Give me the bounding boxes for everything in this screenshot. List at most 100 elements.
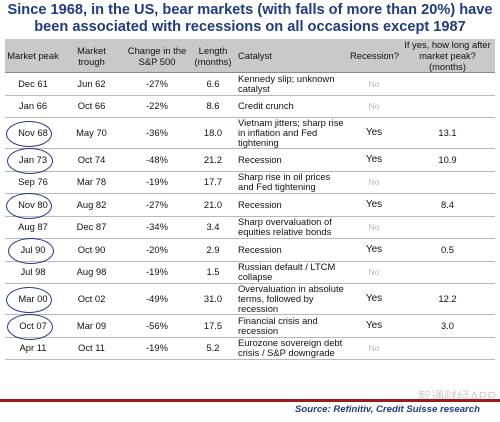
cell-change: -56% [122, 314, 192, 338]
table-row: Jan 66 Oct 66 -22% 8.6 Credit crunch No [5, 95, 495, 118]
cell-market-peak: Jul 98 [5, 261, 61, 284]
cell-change: -48% [122, 148, 192, 172]
header-market-peak: Market peak [5, 39, 61, 73]
header-row: Market peak Market trough Change in the … [5, 39, 495, 73]
cell-change: -27% [122, 193, 192, 217]
cell-length: 21.0 [192, 193, 234, 217]
cell-months-after: 3.0 [400, 314, 495, 338]
circled-market-peak: Jul 90 [8, 237, 55, 264]
cell-months-after [400, 216, 495, 239]
header-recession: Recession? [348, 39, 400, 73]
cell-months-after: 10.9 [400, 148, 495, 172]
cell-market-peak: Apr 11 [5, 337, 61, 360]
cell-market-trough: Oct 02 [61, 283, 122, 315]
cell-market-trough: Mar 78 [61, 171, 122, 194]
circled-market-peak: Jan 73 [6, 147, 54, 174]
table-row: Jul 98 Aug 98 -19% 1.5 Russian default / LTC… [5, 261, 495, 284]
cell-length: 2.9 [192, 238, 234, 262]
cell-change: -19% [122, 261, 192, 284]
cell-market-peak: Jul 90 [5, 237, 61, 264]
cell-months-after: 13.1 [400, 117, 495, 149]
cell-change: -49% [122, 283, 192, 315]
cell-catalyst: Recession [234, 193, 348, 217]
cell-change: -36% [122, 117, 192, 149]
table-row: Mar 00 Oct 02 -49% 31.0 Overvaluation in abs… [5, 283, 495, 315]
cell-length: 6.6 [192, 72, 234, 96]
cell-months-after [400, 337, 495, 360]
cell-catalyst: Recession [234, 238, 348, 262]
header-change: Change in the S&P 500 [122, 39, 192, 73]
cell-market-peak: Aug 87 [5, 216, 61, 239]
cell-market-trough: Oct 11 [61, 337, 122, 360]
cell-change: -22% [122, 95, 192, 118]
table-row: Nov 80 Aug 82 -27% 21.0 Recession Yes 8.4 [5, 192, 495, 219]
cell-recession: Yes [348, 193, 400, 217]
cell-length: 5.2 [192, 337, 234, 360]
cell-change: -19% [122, 171, 192, 194]
cell-market-trough: Jun 62 [61, 72, 122, 96]
cell-catalyst: Eurozone sovereign debt crisis / S&P dow… [234, 337, 348, 360]
cell-catalyst: Kennedy slip; unknown catalyst [234, 72, 348, 96]
cell-market-peak: Nov 80 [5, 192, 61, 219]
cell-length: 8.6 [192, 95, 234, 118]
cell-months-after [400, 95, 495, 118]
footer-divider [0, 399, 500, 402]
cell-market-trough: May 70 [61, 117, 122, 149]
cell-market-peak: Dec 61 [5, 72, 61, 96]
cell-catalyst: Russian default / LTCM collapse [234, 261, 348, 284]
cell-change: -19% [122, 337, 192, 360]
watermark: 智通财经APP [417, 389, 496, 404]
cell-catalyst: Sharp overvaluation of equities relative… [234, 216, 348, 239]
header-catalyst: Catalyst [234, 39, 348, 73]
cell-months-after: 0.5 [400, 238, 495, 262]
cell-length: 17.7 [192, 171, 234, 194]
cell-length: 18.0 [192, 117, 234, 149]
header-length: Length (months) [192, 39, 234, 73]
cell-market-peak: Sep 76 [5, 171, 61, 194]
cell-length: 31.0 [192, 283, 234, 315]
cell-recession: Yes [348, 314, 400, 338]
cell-recession: Yes [348, 283, 400, 315]
circled-market-peak: Oct 07 [7, 313, 53, 340]
cell-catalyst: Financial crisis and recession [234, 314, 348, 338]
cell-length: 1.5 [192, 261, 234, 284]
cell-recession: No [348, 337, 400, 360]
header-months-after: If yes, how long after market peak? (mon… [400, 39, 495, 73]
table-row: Nov 68 May 70 -36% 18.0 Vietnam jitters; sha… [5, 117, 495, 149]
table-row: Sep 76 Mar 78 -19% 17.7 Sharp rise in oil pr… [5, 171, 495, 194]
table-row: Oct 07 Mar 09 -56% 17.5 Financial crisis and… [5, 313, 495, 340]
table-row: Apr 11 Oct 11 -19% 5.2 Eurozone sovereign de… [5, 337, 495, 360]
cell-market-peak: Nov 68 [5, 117, 61, 149]
cell-months-after [400, 261, 495, 284]
cell-recession: No [348, 72, 400, 96]
cell-change: -27% [122, 72, 192, 96]
cell-length: 3.4 [192, 216, 234, 239]
cell-market-trough: Dec 87 [61, 216, 122, 239]
cell-recession: No [348, 216, 400, 239]
cell-recession: Yes [348, 148, 400, 172]
cell-catalyst: Recession [234, 148, 348, 172]
cell-market-peak: Mar 00 [5, 283, 61, 315]
cell-months-after [400, 171, 495, 194]
cell-market-peak: Oct 07 [5, 313, 61, 340]
cell-catalyst: Credit crunch [234, 95, 348, 118]
cell-recession: Yes [348, 117, 400, 149]
cell-market-peak: Jan 66 [5, 95, 61, 118]
cell-recession: No [348, 95, 400, 118]
cell-market-trough: Aug 98 [61, 261, 122, 284]
cell-market-trough: Oct 66 [61, 95, 122, 118]
table-row: Jul 90 Oct 90 -20% 2.9 Recession Yes 0.5 [5, 237, 495, 264]
header-market-trough: Market trough [61, 39, 122, 73]
cell-change: -34% [122, 216, 192, 239]
table-row: Aug 87 Dec 87 -34% 3.4 Sharp overvaluation o… [5, 216, 495, 239]
cell-market-trough: Oct 74 [61, 148, 122, 172]
circled-market-peak: Nov 80 [6, 192, 52, 219]
cell-market-peak: Jan 73 [5, 147, 61, 174]
cell-length: 17.5 [192, 314, 234, 338]
source-note: Source: Refinitiv, Credit Suisse researc… [294, 404, 480, 415]
cell-change: -20% [122, 238, 192, 262]
bear-market-table-container: Market peak Market trough Change in the … [5, 39, 495, 379]
cell-market-trough: Aug 82 [61, 193, 122, 217]
cell-catalyst: Overvaluation in absolute terms, followe… [234, 283, 348, 315]
table-row: Dec 61 Jun 62 -27% 6.6 Kennedy slip; unknown… [5, 72, 495, 96]
